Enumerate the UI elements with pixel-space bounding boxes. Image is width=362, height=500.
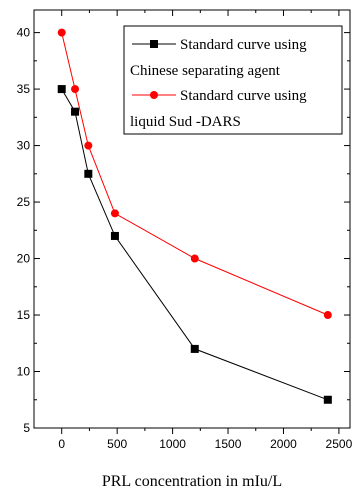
series-2-point-0 xyxy=(57,28,66,37)
series-1-point-4 xyxy=(190,344,199,353)
y-tick-label-6: 35 xyxy=(17,82,31,96)
y-tick-label-4: 25 xyxy=(17,195,31,209)
x-axis-title: PRL concentration in mIu/L xyxy=(102,473,282,490)
x-tick-label-2: 1000 xyxy=(159,437,186,451)
y-tick-label-3: 20 xyxy=(17,252,31,266)
plot-frame xyxy=(33,9,351,429)
x-tick-label-3: 1500 xyxy=(215,437,242,451)
legend: Standard curve using Chinese separating … xyxy=(123,25,343,135)
y-tick-label-1: 10 xyxy=(17,365,31,379)
x-tick-label-0: 0 xyxy=(58,437,65,451)
series-1-point-0 xyxy=(57,85,66,94)
x-tick-label-4: 2000 xyxy=(270,437,297,451)
axis-ticks: 5 10 15 20 25 30 35 40 0 500 1000 1500 2000 2500 xyxy=(17,10,353,451)
legend-marker-series-2 xyxy=(150,91,158,99)
series-2-point-1 xyxy=(71,85,80,94)
y-tick-label-0: 5 xyxy=(23,421,30,435)
series-2-point-4 xyxy=(190,254,199,263)
series-1-line xyxy=(61,88,328,401)
series-1-point-5 xyxy=(323,395,332,404)
series-1-point-3 xyxy=(110,231,119,240)
legend-label-series-1-line-2: Chinese separating agent xyxy=(130,63,281,79)
y-tick-label-2: 15 xyxy=(17,308,31,322)
y-tick-label-7: 40 xyxy=(17,26,31,40)
series-2-point-5 xyxy=(323,311,332,320)
series-1-point-2 xyxy=(84,169,93,178)
x-tick-label-1: 500 xyxy=(107,437,127,451)
series-layer xyxy=(57,28,332,404)
legend-marker-series-1 xyxy=(150,40,158,48)
series-1-point-1 xyxy=(71,107,80,116)
x-tick-label-5: 2500 xyxy=(326,437,353,451)
y-tick-label-5: 30 xyxy=(17,139,31,153)
series-2-line xyxy=(61,32,328,316)
legend-label-series-2-line-1: Standard curve using xyxy=(180,88,307,104)
series-2-point-2 xyxy=(84,141,93,150)
legend-label-series-1-line-1: Standard curve using xyxy=(180,37,307,53)
series-2-point-3 xyxy=(110,209,119,218)
legend-label-series-2-line-2: liquid Sud -DARS xyxy=(130,114,241,130)
